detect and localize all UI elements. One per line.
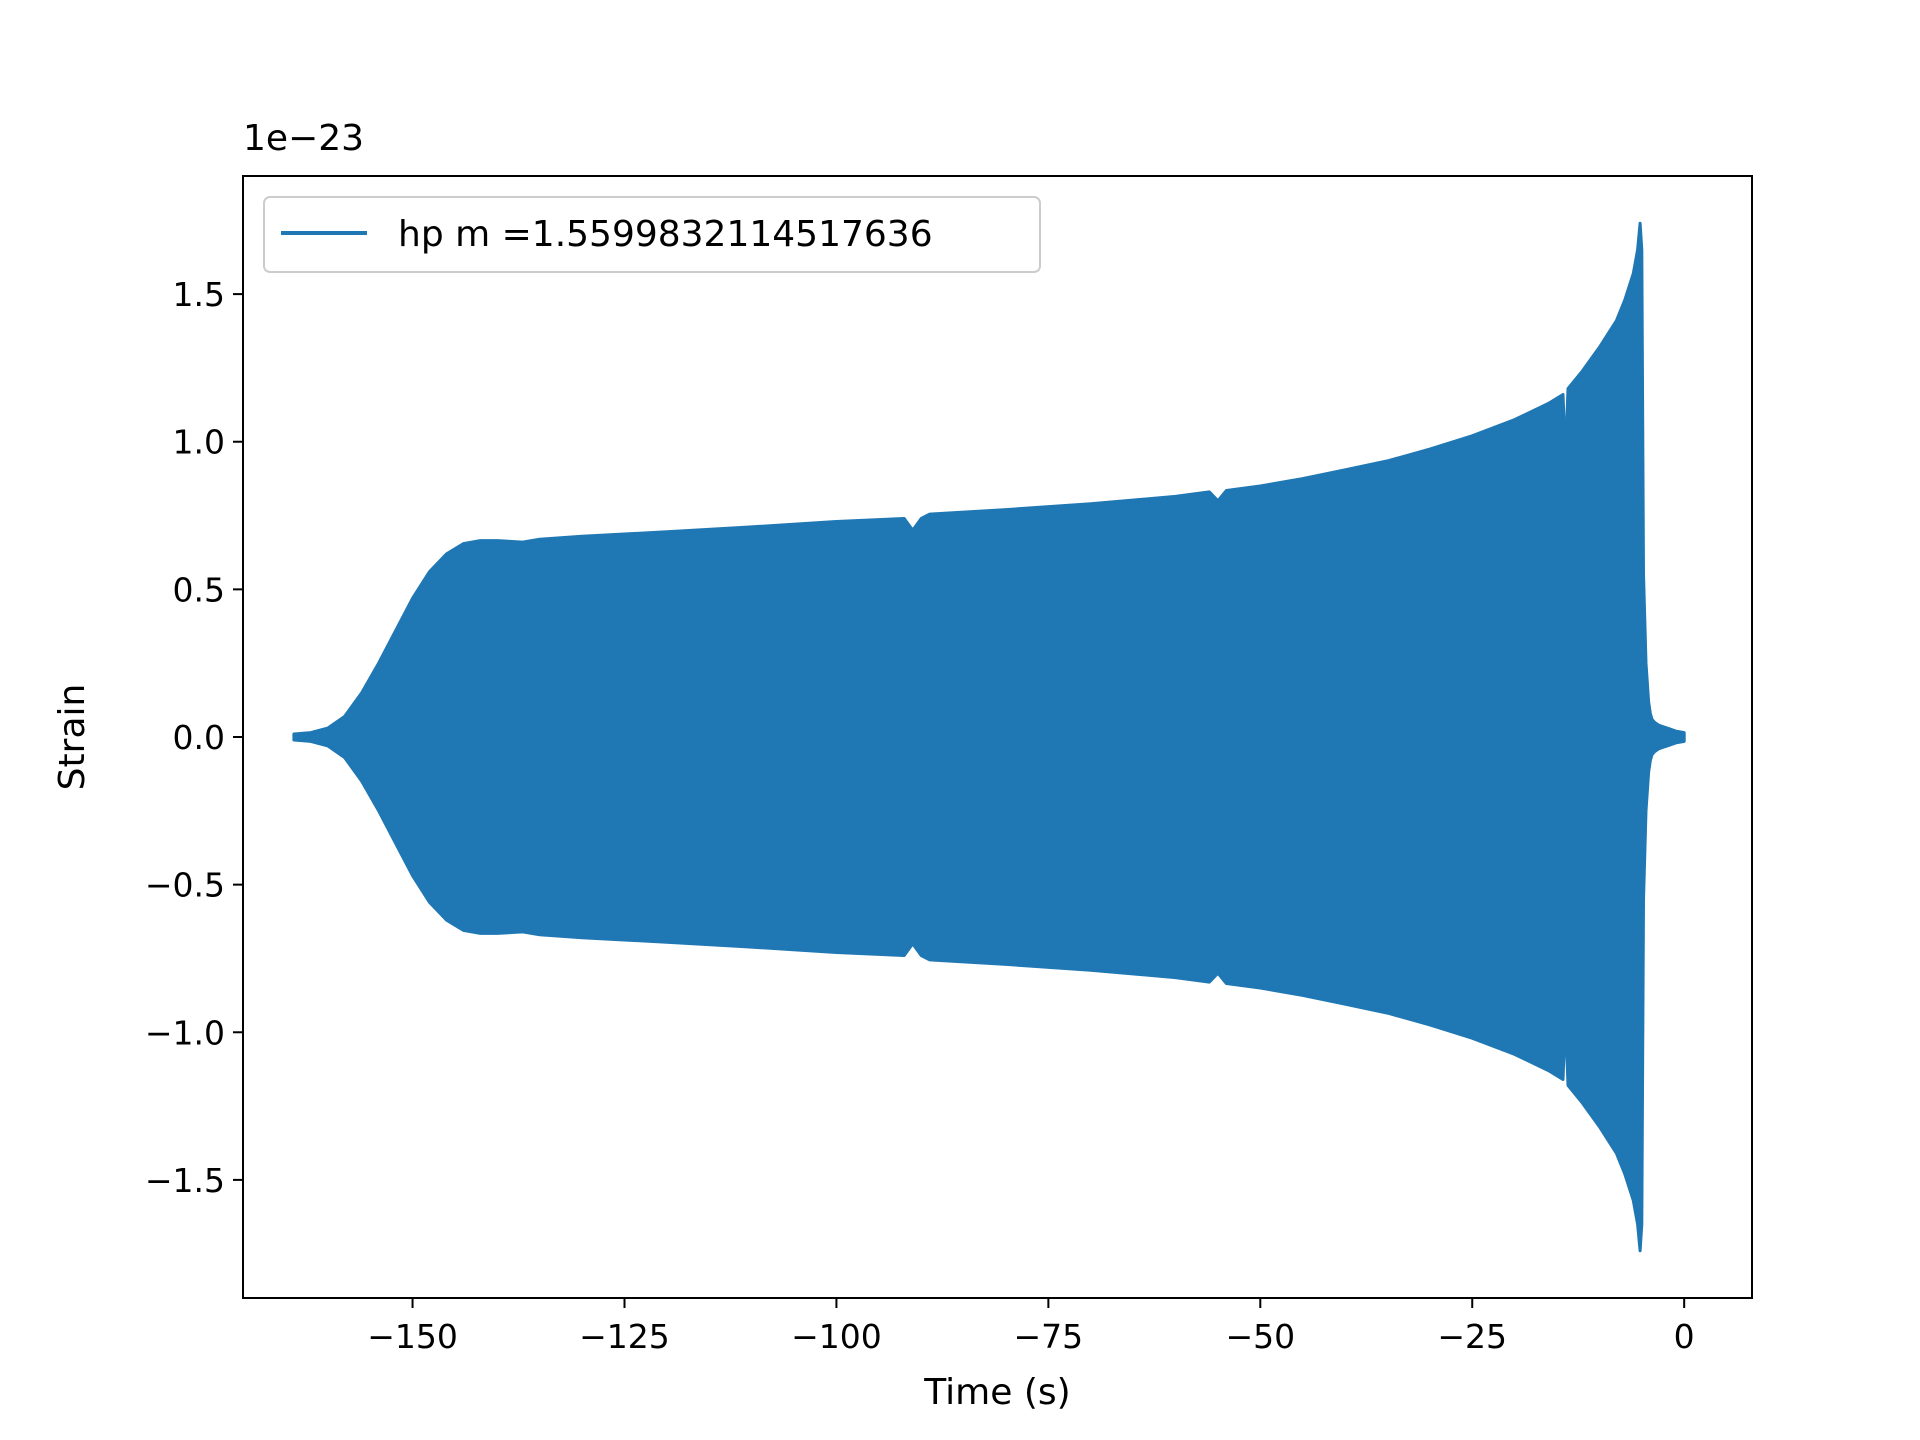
x-tick-label: −50: [1225, 1317, 1295, 1356]
plot-area: [292, 221, 1686, 1253]
y-offset-label: 1e−23: [243, 118, 364, 159]
x-tick-label: −25: [1437, 1317, 1507, 1356]
y-tick-label: −0.5: [145, 866, 225, 905]
x-tick-label: 0: [1674, 1317, 1695, 1356]
x-tick-label: −150: [367, 1317, 458, 1356]
x-axis: −150 −125 −100 −75 −50 −25 0: [367, 1298, 1695, 1356]
x-axis-title: Time (s): [923, 1372, 1070, 1413]
y-tick-label: 1.5: [173, 275, 225, 314]
legend-box: [263, 196, 1041, 273]
y-axis-title: Strain: [52, 684, 93, 791]
legend: hp m =1.5599832114517636: [263, 196, 1041, 273]
y-tick-label: −1.0: [145, 1013, 225, 1052]
series-hp-envelope: [292, 221, 1686, 1253]
y-tick-label: 0.5: [173, 570, 225, 609]
x-tick-label: −75: [1014, 1317, 1084, 1356]
y-axis: −1.5 −1.0 −0.5 0.0 0.5 1.0 1.5: [145, 275, 243, 1200]
legend-label-hp: hp m =1.5599832114517636: [398, 214, 933, 255]
x-tick-label: −125: [579, 1317, 670, 1356]
y-tick-label: 1.0: [173, 423, 225, 462]
x-tick-label: −100: [791, 1317, 882, 1356]
y-tick-label: −1.5: [145, 1161, 225, 1200]
y-tick-label: 0.0: [173, 718, 225, 757]
